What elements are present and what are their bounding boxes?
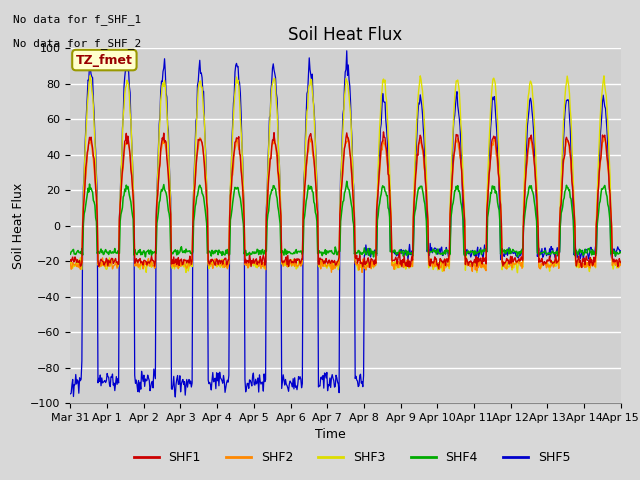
Text: No data for f_SHF_2: No data for f_SHF_2 [13,38,141,49]
Text: TZ_fmet: TZ_fmet [76,54,133,67]
Y-axis label: Soil Heat Flux: Soil Heat Flux [12,182,25,269]
Title: Soil Heat Flux: Soil Heat Flux [289,25,403,44]
Legend: SHF1, SHF2, SHF3, SHF4, SHF5: SHF1, SHF2, SHF3, SHF4, SHF5 [129,446,575,469]
Text: No data for f_SHF_1: No data for f_SHF_1 [13,14,141,25]
X-axis label: Time: Time [315,429,346,442]
